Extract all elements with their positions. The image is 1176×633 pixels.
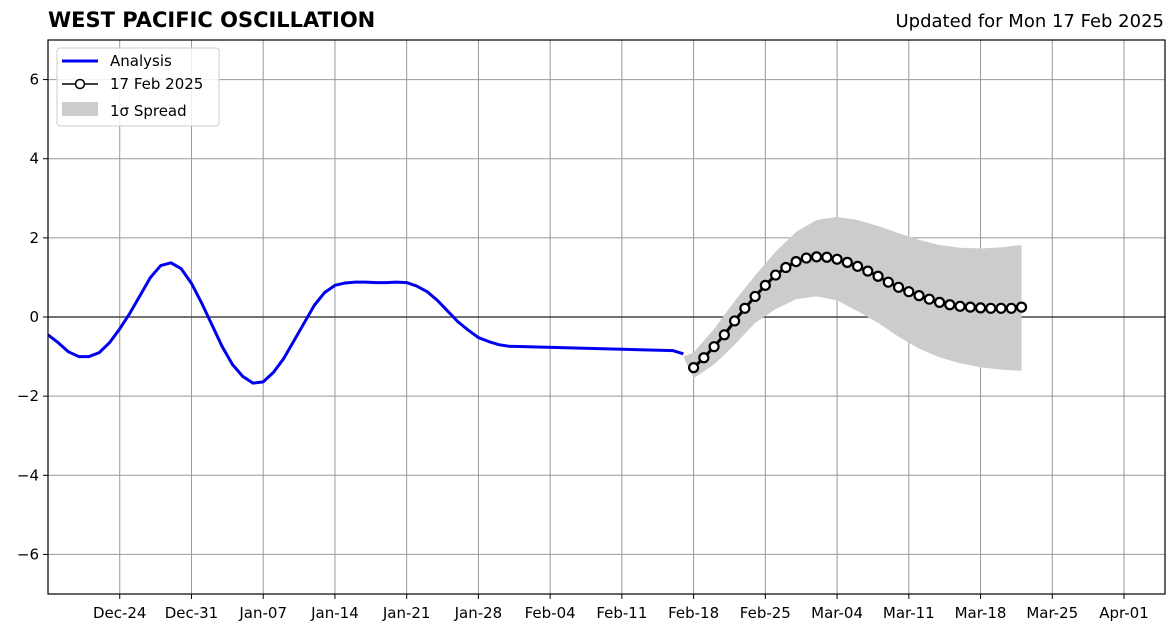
forecast-point: [698, 352, 710, 364]
forecast-point: [995, 302, 1007, 314]
forecast-point: [882, 276, 894, 288]
forecast-point: [985, 302, 997, 314]
forecast-point: [769, 269, 782, 281]
forecast-point: [780, 261, 792, 274]
x-tick-label: Mar-11: [883, 604, 935, 622]
forecast-point: [862, 265, 874, 277]
forecast-point: [728, 315, 741, 327]
forecast-point: [1015, 301, 1028, 313]
y-tick-label: 4: [29, 150, 39, 168]
legend-label: 17 Feb 2025: [110, 75, 203, 93]
forecast-point: [1005, 302, 1017, 314]
forecast-point: [739, 302, 751, 314]
y-tick-label: −2: [17, 387, 39, 405]
x-tick-label: Dec-31: [165, 604, 219, 622]
chart-title: WEST PACIFIC OSCILLATION: [48, 8, 376, 32]
forecast-point: [810, 251, 823, 263]
y-tick-label: 0: [29, 308, 39, 326]
x-tick-label: Jan-14: [310, 604, 359, 622]
x-tick-label: Apr-01: [1099, 604, 1149, 622]
forecast-point: [749, 290, 761, 303]
forecast-point: [759, 279, 771, 291]
x-tick-label: Feb-11: [596, 604, 647, 622]
y-tick-label: −4: [17, 466, 39, 484]
forecast-point: [821, 251, 833, 263]
analysis-line: [47, 261, 684, 385]
forecast-point: [954, 300, 966, 312]
x-tick-label: Feb-04: [525, 604, 576, 622]
x-tick-label: Jan-28: [454, 604, 503, 622]
updated-date: Updated for Mon 17 Feb 2025: [895, 11, 1164, 32]
y-tick-label: −6: [17, 545, 39, 563]
x-tick-label: Mar-25: [1026, 604, 1078, 622]
grid-lines: [48, 40, 1165, 594]
x-tick-label: Jan-07: [238, 604, 287, 622]
forecast-point: [708, 341, 720, 353]
x-tick-label: Mar-18: [955, 604, 1007, 622]
forecast-point: [923, 293, 935, 305]
legend-label: Analysis: [110, 52, 172, 70]
spread-band-area: [683, 216, 1022, 379]
spread-band: [683, 216, 1022, 379]
forecast-point: [790, 256, 802, 268]
legend-forecast-marker: [74, 78, 86, 90]
forecast-point: [831, 253, 843, 265]
forecast-point: [974, 302, 987, 314]
forecast-point: [841, 256, 853, 268]
legend-label: 1σ Spread: [110, 102, 187, 120]
forecast-point: [964, 301, 976, 313]
y-tick-label: 2: [29, 229, 39, 247]
x-tick-label: Dec-24: [93, 604, 147, 622]
series-lines: [47, 251, 1028, 385]
x-tick-label: Feb-25: [740, 604, 791, 622]
forecast-point: [903, 286, 915, 298]
x-tick-label: Feb-18: [668, 604, 719, 622]
forecast-point: [913, 290, 925, 302]
forecast-point: [851, 260, 864, 272]
x-tick-label: Mar-04: [811, 604, 863, 622]
forecast-point: [688, 362, 700, 374]
axes: Dec-24 Dec-31 Jan-07 Jan-14 Jan-21 Jan-28 Feb-…: [17, 39, 1166, 622]
forecast-point: [933, 296, 946, 308]
plot-frame: [47, 39, 1166, 595]
x-tick-label: Jan-21: [382, 604, 431, 622]
forecast-point: [718, 329, 730, 341]
forecast-point: [892, 281, 905, 293]
y-tick-label: 6: [29, 71, 39, 89]
legend-spread-swatch: [62, 102, 98, 116]
forecast-point: [872, 270, 884, 282]
forecast-point: [800, 252, 812, 264]
forecast-point: [944, 299, 956, 311]
legend: Analysis 17 Feb 2025 1σ Spread: [56, 47, 220, 127]
